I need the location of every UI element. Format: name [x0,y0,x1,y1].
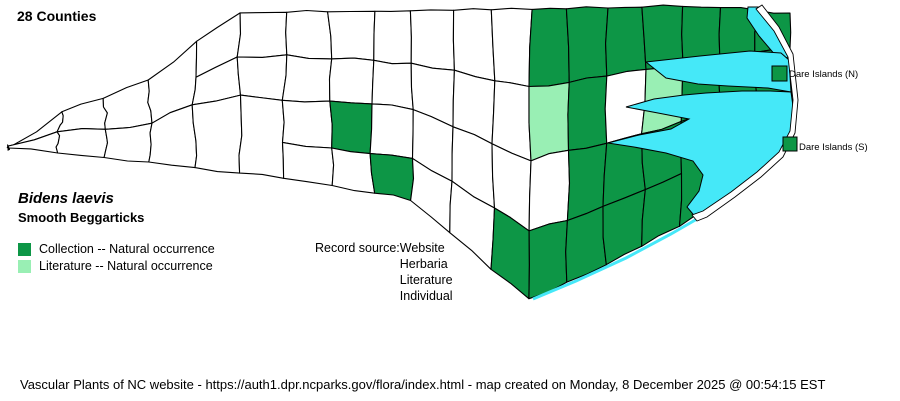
record-source-block: Record source: Website Herbaria Literatu… [315,240,453,304]
dare-islands-north-marker [771,65,788,82]
record-source-value: Website [399,241,445,255]
county-cell [409,9,455,71]
county-cell [285,9,333,60]
county-cell [371,59,414,111]
common-name: Smooth Beggarticks [18,210,145,225]
legend-row-collection: Collection -- Natural occurrence [18,242,215,256]
county-cell [369,153,415,202]
county-cell [369,103,414,159]
county-cell [327,10,376,61]
record-source-value: Individual [399,289,453,303]
county-cell [528,149,571,232]
collection-legend-label: Collection -- Natural occurrence [39,242,215,256]
county-cell [281,99,333,149]
county-cell [528,81,570,162]
county-cell [331,147,376,194]
county-cell [236,54,288,101]
county-cell [452,8,496,82]
legend-row-literature: Literature -- Natural occurrence [18,259,215,273]
dare-islands-north-label: Dare Islands (N) [789,69,858,80]
dare-islands-south-marker [782,136,798,152]
county-cell [55,128,109,159]
literature-legend-label: Literature -- Natural occurrence [39,259,213,273]
county-cell [236,11,288,58]
legend: Collection -- Natural occurrence Literat… [18,242,215,276]
county-cell [490,7,533,88]
record-source-label: Record source: [315,241,400,255]
footer-credit: Vascular Plants of NC website - https://… [20,377,826,392]
dare-islands-south-label: Dare Islands (S) [799,142,868,153]
county-cell [56,97,108,133]
county-cell [373,10,412,65]
intracoastal-waterway [532,217,698,301]
record-source-values: Website Herbaria Literature Individual [400,240,453,304]
outer-banks-strip [691,4,799,222]
county-count-title: 28 Counties [17,8,97,24]
county-cell [567,75,608,151]
collection-swatch [18,242,31,256]
record-source-value: Literature [399,273,453,287]
county-cell [605,6,647,77]
county-cell [281,54,333,103]
county-cell [329,100,373,155]
county-cell [102,79,153,130]
literature-swatch [18,259,31,273]
county-cell [103,122,153,163]
county-cell [191,94,243,174]
scientific-name: Bidens laevis [18,190,114,207]
county-cell [565,6,609,83]
county-cell [528,7,570,88]
species-block: Bidens laevis Smooth Beggarticks [18,190,144,225]
county-cell [281,141,335,187]
record-source-value: Herbaria [399,257,448,271]
county-cell [328,57,375,105]
county-cell [238,94,285,179]
